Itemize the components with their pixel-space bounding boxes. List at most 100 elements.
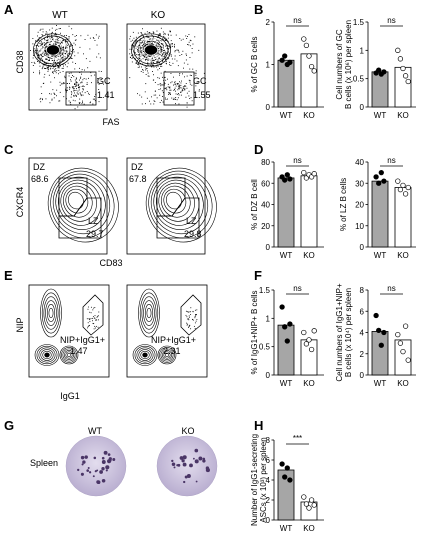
bar-ko [394,187,412,248]
flow-event [162,53,164,55]
flow-event [79,98,81,100]
flow-event [154,41,155,43]
flow-event [141,66,142,68]
flow-event [142,58,144,60]
lz-value-wt: 29.7 [86,229,104,239]
flow-event [100,71,102,72]
flow-event [173,45,175,47]
flow-event [66,35,67,36]
flow-event [68,72,70,74]
flow-event [59,56,61,58]
flow-event [36,50,38,52]
panel-a-xlabel: FAS [102,117,119,127]
flow-event [52,71,54,72]
flow-event [65,46,67,47]
flow-event [92,322,94,324]
data-point [311,328,317,334]
flow-event [152,64,154,66]
flow-event [158,77,160,79]
flow-event [57,58,59,60]
flow-event [146,97,148,99]
flow-event [48,65,50,67]
flow-event [185,83,187,84]
flow-event [165,79,167,81]
flow-event [47,70,49,72]
flow-event [39,57,41,59]
flow-event [39,70,40,72]
flow-event [83,78,85,79]
flow-event [166,89,168,91]
flow-event [184,76,185,78]
density-contour [52,173,111,235]
flow-event [143,39,145,41]
flow-event [135,36,137,38]
flow-event [141,45,143,47]
flow-event [58,73,59,75]
flow-event [53,55,55,57]
flow-event [81,81,83,83]
flow-event [54,93,55,95]
data-point [284,465,290,471]
x-tick-label: WT [280,111,293,120]
elispot-spots [77,448,210,485]
flow-event [170,40,172,42]
flow-event [195,320,197,322]
x-tick-label: KO [303,379,315,388]
elispot-spot [96,469,99,472]
density-contour [38,37,68,63]
density-contour [157,345,177,365]
flow-plot-c-ko [126,157,206,255]
flow-event [170,82,172,84]
flow-event [157,77,159,79]
flow-event [182,50,184,52]
flow-event [168,54,170,56]
flow-event [132,39,134,41]
flow-event [178,86,180,88]
flow-event [161,43,163,44]
flow-event [183,67,184,69]
flow-event [49,42,51,43]
flow-event [137,46,139,48]
flow-event [138,47,140,49]
bar-wt [371,71,389,108]
flow-event [150,41,152,43]
flow-event [144,42,145,44]
sig-label: ns [293,16,301,25]
flow-event [56,39,58,40]
flow-event [48,64,50,66]
flow-event [54,41,56,43]
flow-event [140,71,142,72]
flow-event [41,53,43,54]
flow-event [151,43,153,45]
flow-dots-a [30,25,205,110]
flow-event [160,72,162,74]
flow-event [154,82,156,83]
flow-event [89,319,91,321]
data-point [381,178,387,184]
flow-event [38,37,40,39]
y-tick-label: 8 [360,286,365,295]
flow-event [133,50,134,52]
flow-event [32,57,34,59]
flow-event [71,86,73,88]
flow-event [44,43,45,45]
flow-event [179,74,180,76]
flow-event [138,43,140,45]
flow-event [131,55,133,57]
flow-event [182,73,183,75]
flow-event [145,69,147,71]
flow-event [181,54,183,55]
flow-event [162,92,164,93]
density-contour [34,344,60,366]
y-tick-label: 1 [266,314,271,323]
panel-g-elispot: WT KO Spleen [30,426,218,497]
flow-event [171,81,173,83]
flow-event [66,66,68,68]
flow-event [131,61,133,63]
flow-event [148,32,150,34]
flow-event [46,53,48,55]
flow-event [157,35,159,36]
flow-event [137,54,139,56]
flow-event [54,77,55,79]
flow-event [68,36,70,38]
